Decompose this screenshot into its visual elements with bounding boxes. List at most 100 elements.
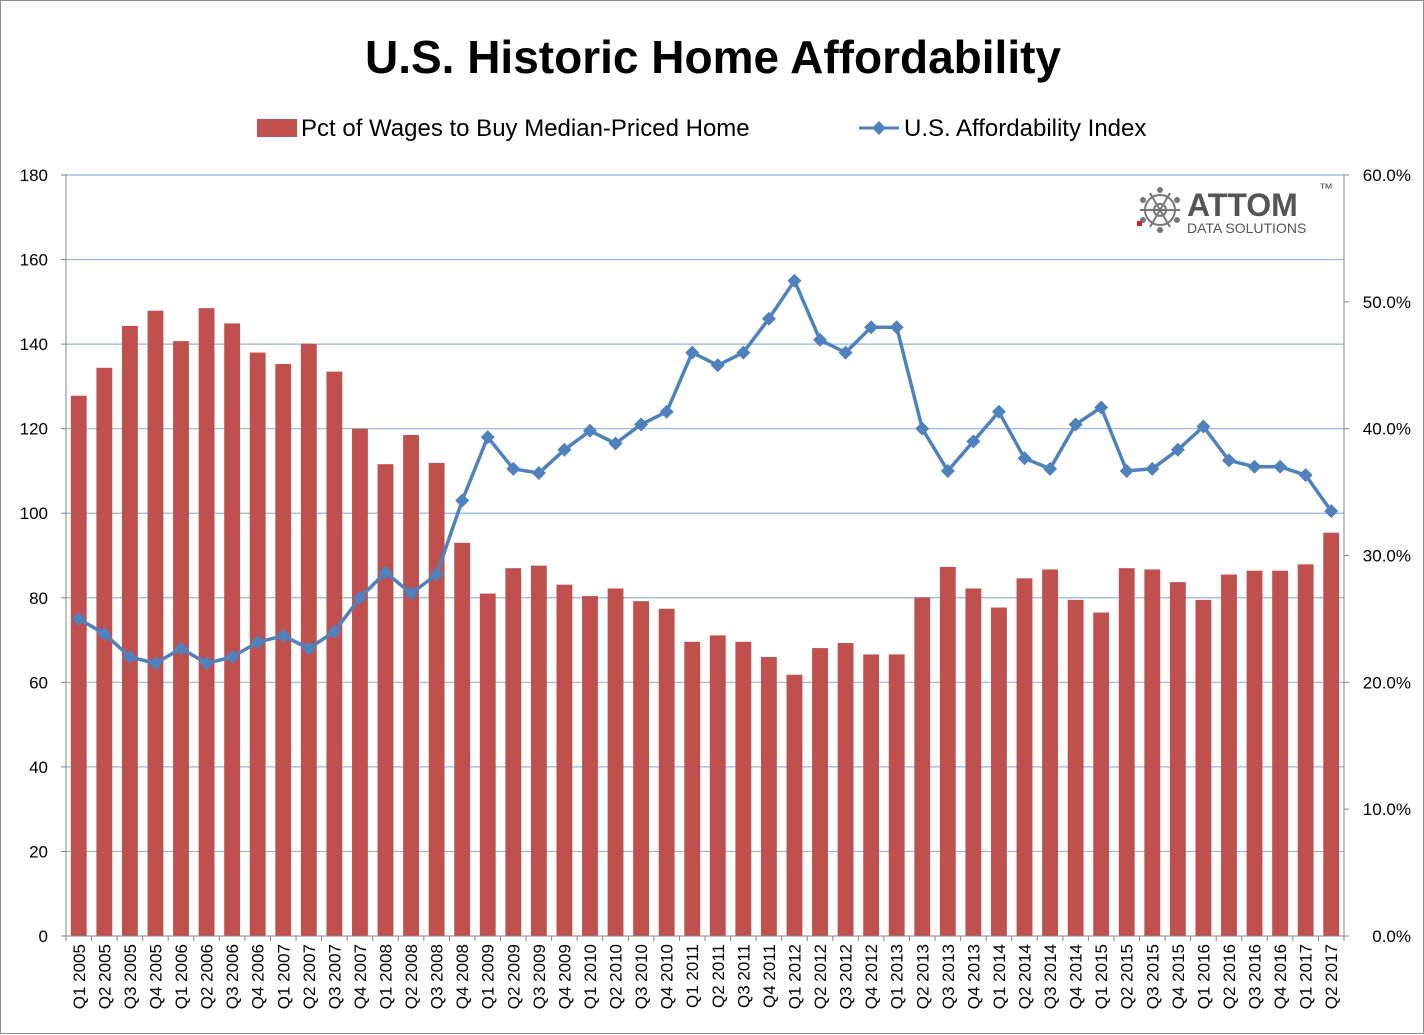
bar [1169,582,1186,936]
line-point [276,628,291,643]
x-tick-label: Q2 2013 [913,944,932,1009]
bar [224,323,241,936]
x-tick-label: Q3 2012 [837,944,856,1009]
x-tick-label: Q3 2010 [632,944,651,1009]
x-tick-label: Q2 2012 [811,944,830,1009]
left-tick-label: 40 [29,758,48,777]
right-tick-label: 0.0% [1372,927,1411,946]
line-point [174,641,189,656]
x-tick-label: Q2 2008 [402,944,421,1009]
x-axis-ticks: Q1 2005 Q2 2005 Q3 2005 Q4 2005 Q1 2006 Q2 20… [65,936,1345,1009]
x-tick-label: Q4 2013 [964,944,983,1009]
line-point [966,434,981,449]
line-point [659,404,674,419]
line-point [327,624,342,639]
line-point [1145,461,1160,476]
x-tick-label: Q1 2013 [888,944,907,1009]
line-point [97,626,112,641]
line-point [813,332,828,347]
bar [275,363,292,936]
x-tick-label: Q2 2015 [1118,944,1137,1009]
bar [965,588,982,936]
line-point [915,421,930,436]
bar [1093,612,1110,936]
line-point [761,311,776,326]
bar [377,464,394,936]
x-tick-label: Q1 2010 [581,944,600,1009]
left-tick-label: 100 [20,504,48,523]
bar [1272,570,1289,936]
x-tick-label: Q3 2014 [1041,944,1060,1009]
line-point [710,358,725,373]
bar [326,371,343,936]
line-point [1221,453,1236,468]
x-tick-label: Q4 2008 [453,944,472,1009]
bar [300,343,317,936]
left-tick-label: 20 [29,842,48,861]
legend: Pct of Wages to Buy Median-Priced Home U… [257,115,1146,142]
bar [1016,578,1033,936]
x-tick-label: Q3 2007 [325,944,344,1009]
line-point [1196,419,1211,434]
attom-logo-trademark: ™ [1319,180,1333,196]
line-point [685,345,700,360]
bar [735,641,752,936]
bar-series [70,308,1340,937]
bar [1195,599,1212,936]
bar [709,635,726,936]
bar [1246,570,1263,936]
line-point [531,466,546,481]
line-point [404,586,419,601]
affordability-line [77,278,1333,666]
bar [582,596,598,936]
x-tick-label: Q1 2009 [479,944,498,1009]
x-tick-label: Q1 2007 [274,944,293,1009]
x-tick-label: Q3 2009 [530,944,549,1009]
line-point [71,611,86,626]
bar [505,568,522,936]
bar [684,641,701,936]
x-tick-label: Q1 2015 [1092,944,1111,1009]
x-tick-label: Q4 2012 [862,944,881,1009]
attom-logo-tagline: DATA SOLUTIONS [1187,220,1306,236]
bar [556,584,573,936]
line-point [1324,504,1339,519]
legend-bar-swatch [257,119,297,137]
bar [760,656,777,936]
legend-bar-label: Pct of Wages to Buy Median-Priced Home [301,115,750,142]
x-tick-label: Q4 2016 [1271,944,1290,1009]
line-point [1017,451,1032,466]
line-point [557,442,572,457]
right-tick-label: 30.0% [1363,547,1411,566]
x-tick-label: Q4 2005 [146,944,165,1009]
line-point [889,320,904,335]
bar [812,648,828,936]
attom-logo-icon [1137,187,1180,233]
attom-logo: ATTOM ™ DATA SOLUTIONS [1137,180,1333,236]
bar [403,435,419,936]
bar [1042,569,1058,936]
line-point [1119,463,1134,478]
x-tick-label: Q4 2007 [351,944,370,1009]
x-tick-label: Q2 2009 [504,944,523,1009]
left-tick-label: 0 [39,927,48,946]
line-point [301,641,316,656]
line-point [1273,459,1288,474]
bar [454,542,471,936]
right-axis-ticks: 0.0% 10.0% 20.0% 30.0% 40.0% 50.0% 60.0% [1344,166,1411,946]
left-tick-label: 120 [20,420,48,439]
bar [479,593,496,936]
bar [1323,532,1340,936]
bar [1067,599,1084,936]
x-tick-label: Q3 2008 [428,944,447,1009]
x-tick-label: Q4 2010 [658,944,677,1009]
line-point [736,345,751,360]
left-tick-label: 160 [20,251,48,270]
bar [147,310,164,936]
right-tick-label: 20.0% [1363,673,1411,692]
x-tick-label: Q3 2011 [734,944,753,1008]
bar [888,654,905,936]
line-point [608,436,623,451]
bar [1297,564,1314,936]
bar [198,308,215,936]
